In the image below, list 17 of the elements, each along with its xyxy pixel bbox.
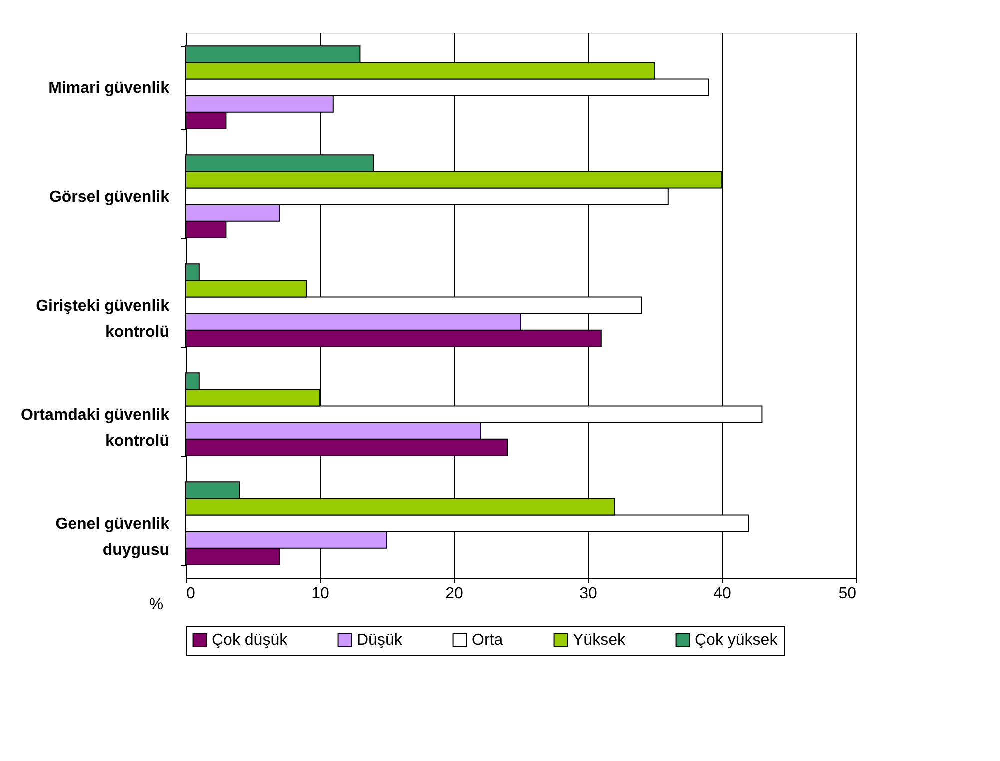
legend-label: Düşük xyxy=(357,632,404,650)
y-tick-label: Girişteki güvenlik kontrolü xyxy=(36,298,170,341)
y-tick-label: Görsel güvenlik xyxy=(49,189,170,206)
legend-label: Çok yüksek xyxy=(695,632,779,650)
x-tick-label: 10 xyxy=(312,586,330,602)
x-tick-label: 0 xyxy=(186,586,196,602)
y-tick-label: Mimari güvenlik xyxy=(48,80,170,97)
x-tick-label: 40 xyxy=(714,586,732,602)
legend-label: Çok düşük xyxy=(212,632,289,650)
x-axis-title: % xyxy=(149,596,164,614)
legend-label: Yüksek xyxy=(573,632,626,650)
y-tick-label: Ortamdaki güvenlik kontrolü xyxy=(21,407,170,450)
legend-label: Orta xyxy=(472,632,504,650)
x-tick-label: 50 xyxy=(838,586,857,602)
y-tick-label: Genel güvenlik duygusu xyxy=(56,516,170,559)
x-tick-label: 30 xyxy=(580,586,598,602)
x-tick-label: 20 xyxy=(446,586,464,602)
